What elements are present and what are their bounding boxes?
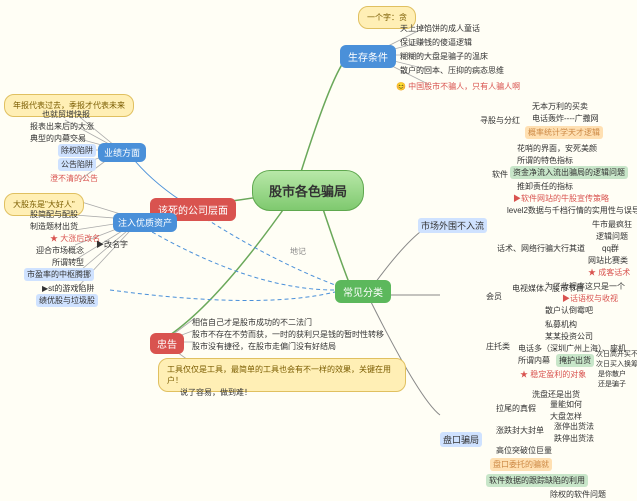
leaf: 概率统计学天才逻辑: [525, 126, 603, 139]
leaf: 拉尾的真假: [494, 402, 538, 415]
node-finance[interactable]: 业绩方面: [98, 143, 146, 162]
leaf: 所谓内幕: [516, 354, 552, 367]
leaf: 涨跌封大封单: [494, 424, 546, 437]
leaf: 软件: [490, 168, 510, 181]
leaf: 保证赚钱的傻逼逻辑: [398, 36, 474, 49]
node-classify[interactable]: 常见分类: [335, 280, 391, 303]
center-topic: 股市各色骗局: [252, 170, 364, 211]
leaf: 盘口委托的骗就: [490, 458, 552, 471]
node-market[interactable]: 市场外围不入流: [418, 218, 487, 233]
leaf: 天上掉馅饼的成人童话: [398, 22, 482, 35]
leaf: 除权陷阱: [58, 144, 96, 157]
leaf: ★ 成客话术: [586, 266, 632, 279]
leaf: 绩优股与垃圾股: [36, 294, 98, 307]
leaf: ★ 稳定盈利的对象: [518, 368, 588, 381]
leaf: 还是骗子: [596, 378, 628, 390]
leaf: 电话轰炸----广撒网: [530, 112, 601, 125]
node-inject[interactable]: 注入优质资产: [113, 213, 177, 232]
leaf: 掩护出货: [556, 354, 594, 367]
leaf: 话术、网络行骗大行其道: [495, 242, 587, 255]
leaf: 😊 中国股市不骗人，只有人骗人啊: [394, 80, 522, 93]
leaf: 散户的回本、压抑的病态思维: [398, 64, 506, 77]
leaf: 跌停出货法: [552, 432, 596, 445]
leaf: 澄不清的公告: [48, 172, 100, 185]
leaf: 高位突破位巨量: [494, 444, 554, 457]
leaf: ▶改名字: [94, 238, 130, 251]
leaf: 会员: [484, 290, 504, 303]
leaf: 资金净流入流出骗局的逻辑问题: [510, 166, 628, 179]
leaf: 市盈率的中枢腾挪: [24, 268, 94, 281]
note: 地记: [288, 245, 308, 258]
leaf: 股市没有捷径，在股市走偏门没有好结局: [190, 340, 338, 353]
node-pankou[interactable]: 盘口骗局: [440, 432, 482, 447]
leaf: level2数据与千档行情的实用性与误导: [505, 204, 637, 217]
node-loyal[interactable]: 忠告: [150, 333, 184, 354]
leaf: 寻股与分红: [478, 114, 522, 127]
leaf: 糊糊的大盘是骗子的温床: [398, 50, 490, 63]
node-survival[interactable]: 生存条件: [340, 45, 396, 68]
leaf: 说了容易，做到难！: [178, 386, 254, 399]
leaf: 公告陷阱: [58, 158, 96, 171]
leaf: 散户认倒霉吧: [543, 304, 595, 317]
leaf: 软件数据的跟踪缺陷的利用: [486, 474, 588, 487]
leaf: 除权的软件问题: [548, 488, 608, 501]
leaf: 庄托类: [484, 340, 512, 353]
